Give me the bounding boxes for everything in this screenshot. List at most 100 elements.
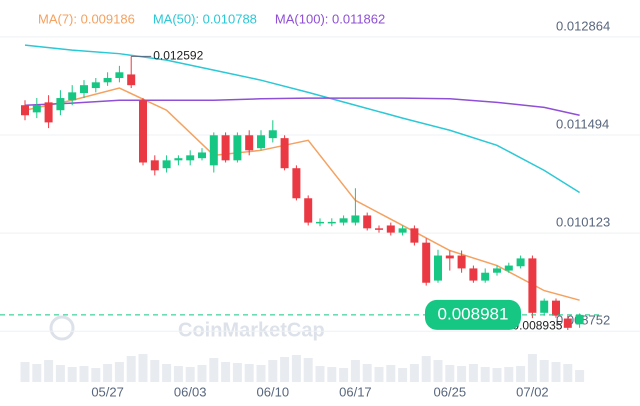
- candle-body: [44, 102, 53, 123]
- volume-bar: [445, 365, 455, 382]
- volume-bar: [268, 360, 278, 382]
- high-label: 0.012592: [153, 49, 203, 63]
- candle-body: [68, 92, 77, 101]
- volume-bar: [256, 365, 266, 382]
- candle-body: [209, 135, 218, 166]
- candle-body: [422, 242, 431, 283]
- candle-body: [56, 98, 65, 111]
- volume-bar: [197, 365, 207, 382]
- volume-bar: [32, 364, 42, 382]
- candle-body: [127, 74, 136, 86]
- volume-bar: [221, 362, 231, 382]
- candle-body: [139, 100, 147, 163]
- volume-bar: [138, 354, 148, 382]
- volume-bar: [398, 368, 408, 382]
- volume-bar: [55, 365, 65, 382]
- volume-bar: [79, 366, 89, 382]
- legend-label: MA(7): 0.009186: [38, 11, 135, 26]
- candle-body: [375, 228, 383, 230]
- y-tick-label: 0.011494: [556, 116, 609, 131]
- candle-body: [233, 135, 242, 161]
- volume-bar: [244, 364, 254, 382]
- ma-line: [24, 44, 580, 194]
- candle-body: [91, 82, 100, 89]
- candle-body: [186, 155, 195, 161]
- candle-body: [469, 268, 478, 281]
- candle-body: [257, 135, 265, 149]
- candle-body: [552, 300, 560, 316]
- volume-bar: [563, 364, 573, 382]
- candle-body: [198, 152, 206, 159]
- volume-bar: [575, 370, 585, 382]
- candle-body: [327, 221, 336, 224]
- volume-bar: [173, 366, 183, 382]
- volume-bar: [126, 356, 136, 382]
- volume-bar: [386, 365, 396, 382]
- candle-body: [386, 225, 395, 233]
- watermark-logo: [49, 315, 75, 341]
- candle-body: [221, 135, 230, 161]
- volume-bar: [339, 368, 349, 382]
- candle-body: [339, 218, 348, 223]
- volume-bar: [504, 367, 514, 382]
- candle-body: [457, 255, 466, 269]
- x-tick-label: 07/02: [516, 384, 549, 399]
- candle-body: [150, 160, 159, 171]
- volume-bar: [551, 362, 561, 382]
- volume-bar: [162, 364, 172, 382]
- volume-bar: [67, 367, 77, 382]
- volume-bar: [468, 364, 478, 382]
- candle-body: [398, 228, 407, 233]
- candle-body: [516, 258, 525, 267]
- x-tick-label: 06/03: [174, 384, 207, 399]
- volume-bar: [409, 364, 419, 382]
- volume-bar: [114, 362, 124, 382]
- candle-body: [292, 168, 301, 199]
- candle-body: [280, 138, 289, 169]
- volume-bar: [91, 368, 101, 382]
- candle-body: [540, 300, 549, 313]
- volume-bar: [421, 356, 431, 382]
- candle-body: [304, 198, 313, 223]
- candle-body: [115, 72, 124, 79]
- candle-body: [316, 221, 324, 224]
- candle-body: [434, 255, 442, 281]
- volume-bar: [539, 360, 549, 382]
- candle-body: [504, 265, 513, 271]
- volume-bar: [44, 360, 54, 382]
- volume-bar: [457, 366, 467, 382]
- ma-line: [24, 97, 580, 116]
- volume-bar: [374, 367, 384, 382]
- x-tick-label: 05/27: [91, 384, 124, 399]
- legend-label: MA(100): 0.011862: [275, 11, 385, 26]
- candle-body: [410, 228, 419, 243]
- volume-bar: [280, 357, 290, 382]
- candle-body: [268, 130, 277, 139]
- candle-body: [21, 105, 29, 116]
- x-tick-label: 06/25: [434, 384, 467, 399]
- candle-body: [563, 318, 572, 328]
- candle-body: [363, 215, 372, 229]
- volume-bar: [315, 366, 325, 382]
- volume-bar: [232, 363, 242, 382]
- candle-body: [80, 85, 88, 94]
- volume-bar: [362, 364, 372, 382]
- ma-line: [24, 87, 580, 301]
- watermark: CoinMarketCap: [178, 319, 325, 341]
- candle-body: [493, 268, 501, 273]
- volume-bar: [527, 354, 537, 382]
- candle-body: [245, 135, 254, 151]
- candle-body: [445, 255, 454, 259]
- volume-bar: [480, 367, 490, 382]
- volume-bar: [103, 364, 113, 382]
- volume-bar: [303, 358, 313, 382]
- candle-body: [174, 158, 183, 161]
- volume-bar: [291, 355, 301, 382]
- volume-bar: [350, 360, 360, 382]
- low-label: 0.008935: [512, 318, 562, 332]
- candle-body: [103, 78, 112, 83]
- candle-body: [528, 258, 537, 313]
- volume-bar: [327, 367, 337, 382]
- x-tick-label: 06/10: [257, 384, 290, 399]
